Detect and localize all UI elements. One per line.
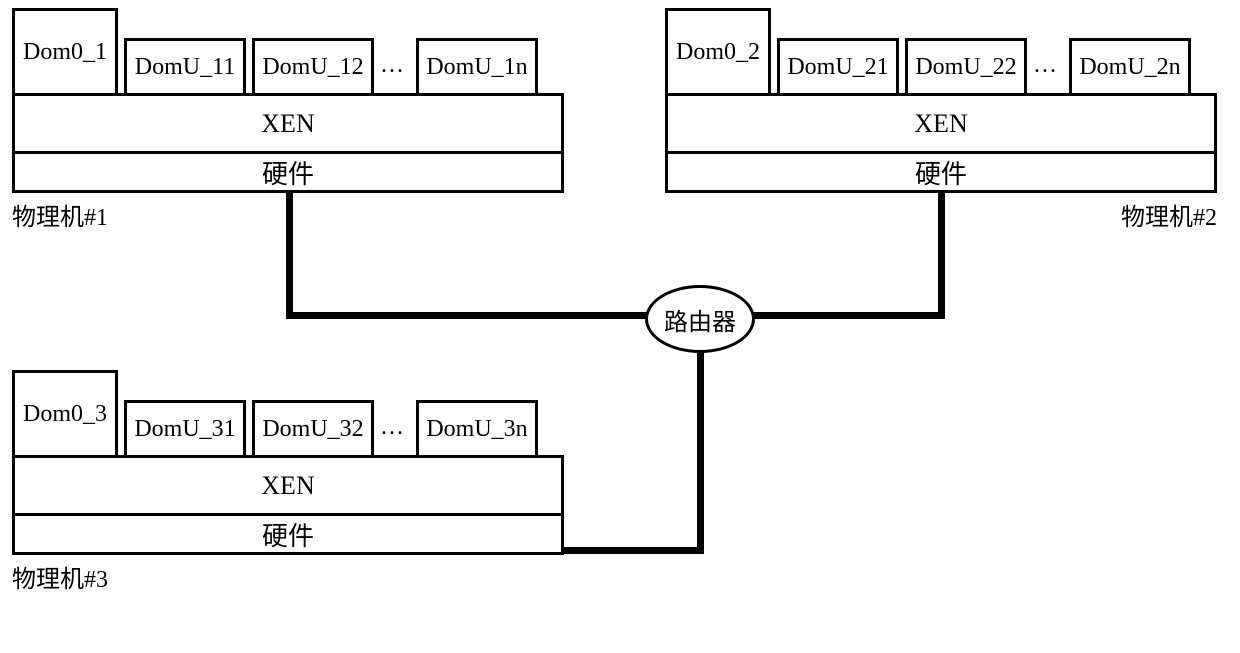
connector-line [697,350,704,554]
domain-row: Dom0_1DomU_11DomU_12…DomU_1n [12,8,564,93]
domu-box: DomU_12 [252,38,374,93]
dom0-box: Dom0_3 [12,370,118,455]
domu-box: DomU_2n [1069,38,1191,93]
physical-machine: Dom0_3DomU_31DomU_32…DomU_3nXEN硬件物理机#3 [12,370,564,594]
xen-layer: XEN [12,455,564,513]
connector-line [286,193,293,319]
machine-label: 物理机#3 [12,559,564,594]
domu-box: DomU_31 [124,400,246,455]
router-node: 路由器 [645,285,755,353]
xen-layer: XEN [665,93,1217,151]
xen-layer: XEN [12,93,564,151]
domu-box: DomU_3n [416,400,538,455]
dom0-box: Dom0_1 [12,8,118,93]
connector-line [938,193,945,319]
hardware-layer: 硬件 [12,513,564,555]
domu-box: DomU_22 [905,38,1027,93]
domu-box: DomU_32 [252,400,374,455]
domain-row: Dom0_3DomU_31DomU_32…DomU_3n [12,370,564,455]
hardware-layer: 硬件 [665,151,1217,193]
ellipsis: … [374,38,410,93]
domain-row: Dom0_2DomU_21DomU_22…DomU_2n [665,8,1217,93]
ellipsis: … [1027,38,1063,93]
connector-line [751,312,945,319]
hardware-layer: 硬件 [12,151,564,193]
connector-line [286,312,649,319]
connector-line [564,547,704,554]
domu-box: DomU_11 [124,38,246,93]
domu-box: DomU_21 [777,38,899,93]
domu-box: DomU_1n [416,38,538,93]
ellipsis: … [374,400,410,455]
dom0-box: Dom0_2 [665,8,771,93]
